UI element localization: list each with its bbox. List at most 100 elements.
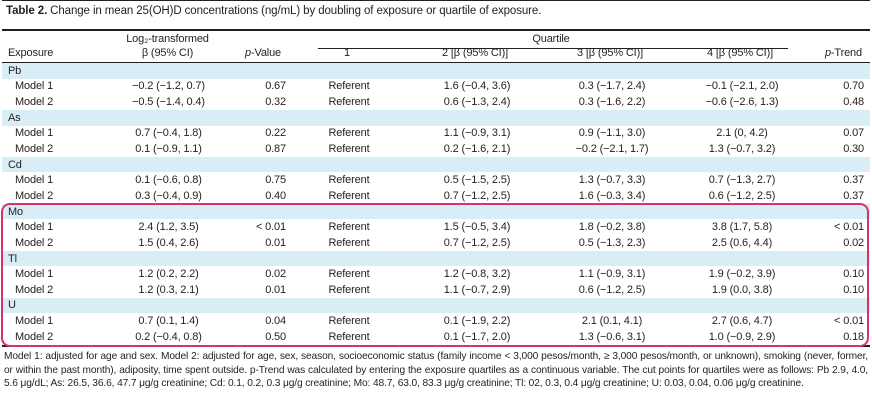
table-row: Model 2 1.5 (0.4, 2.6) 0.01 Referent 0.7… bbox=[2, 235, 870, 251]
model-label: Model 2 bbox=[15, 330, 54, 343]
q3-cell: 1.3 (−0.6, 3.1) bbox=[578, 330, 646, 343]
q4-cell: 0.6 (−1.2, 2.5) bbox=[708, 189, 776, 202]
ptrend-cell: 0.37 bbox=[843, 189, 865, 202]
beta-cell: 0.1 (−0.6, 0.8) bbox=[135, 174, 202, 187]
section-label: Cd bbox=[8, 158, 22, 171]
ptrend-cell: 0.48 bbox=[843, 96, 865, 109]
ptrend-cell: 0.10 bbox=[843, 268, 865, 281]
table-row: Model 1 0.7 (−0.4, 1.8) 0.22 Referent 1.… bbox=[2, 126, 870, 142]
q3-cell: 0.6 (−1.2, 2.5) bbox=[578, 283, 646, 296]
q4-cell: −0.1 (−2.1, 2.0) bbox=[705, 80, 779, 93]
pvalue-cell: < 0.01 bbox=[256, 221, 286, 234]
q1-cell: Referent bbox=[328, 143, 370, 156]
section-label: As bbox=[8, 111, 21, 124]
q2-cell: 1.1 (−0.7, 2.9) bbox=[443, 283, 511, 296]
table-row: Model 1 1.2 (0.2, 2.2) 0.02 Referent 1.2… bbox=[2, 266, 870, 282]
quartile-group-rule bbox=[318, 48, 788, 50]
table-row: Model 2 0.2 (−0.4, 0.8) 0.50 Referent 0.… bbox=[2, 329, 870, 345]
q1-cell: Referent bbox=[328, 221, 370, 234]
ptrend-cell: 0.07 bbox=[843, 127, 865, 140]
q1-cell: Referent bbox=[328, 174, 370, 187]
q4-cell: 1.9 (−0.2, 3.9) bbox=[708, 268, 776, 281]
pvalue-cell: 0.67 bbox=[265, 80, 286, 93]
section-label: Pb bbox=[8, 64, 22, 77]
model-label: Model 2 bbox=[15, 236, 54, 249]
table-row: Model 1 0.1 (−0.6, 0.8) 0.75 Referent 0.… bbox=[2, 172, 870, 188]
section-label: U bbox=[8, 299, 16, 312]
model-label: Model 2 bbox=[15, 283, 54, 296]
beta-cell: 0.7 (−0.4, 1.8) bbox=[135, 127, 202, 140]
section-row-pb: Pb bbox=[2, 63, 871, 79]
q3-cell: 0.9 (−1.1, 3.0) bbox=[578, 127, 646, 140]
q1-cell: Referent bbox=[328, 268, 370, 281]
beta-cell: 0.2 (−0.4, 0.8) bbox=[135, 330, 202, 343]
beta-cell: 0.3 (−0.4, 0.9) bbox=[135, 189, 202, 202]
section-row-tl: Tl bbox=[2, 250, 871, 267]
header-quartile-group: Quartile bbox=[532, 33, 570, 45]
q1-cell: Referent bbox=[328, 236, 370, 249]
beta-cell: −0.5 (−1.4, 0.4) bbox=[132, 96, 205, 109]
section-row-u: U bbox=[2, 297, 871, 314]
model-label: Model 2 bbox=[15, 143, 54, 156]
q4-cell: 1.9 (0.0, 3.8) bbox=[711, 283, 773, 296]
header-p-value: p-Value bbox=[244, 47, 282, 59]
q2-cell: 1.6 (−0.4, 3.6) bbox=[443, 80, 511, 93]
beta-cell: 0.1 (−0.9, 1.1) bbox=[135, 143, 202, 156]
q3-cell: 1.1 (−0.9, 3.1) bbox=[578, 268, 646, 281]
bottom-rule bbox=[2, 345, 870, 347]
table-title: Table 2. Change in mean 25(OH)D concentra… bbox=[6, 5, 866, 17]
q1-cell: Referent bbox=[328, 127, 370, 140]
ptrend-cell: < 0.01 bbox=[834, 315, 865, 328]
ptrend-cell: < 0.01 bbox=[834, 221, 865, 234]
table-row: Model 2 0.1 (−0.9, 1.1) 0.87 Referent 0.… bbox=[2, 141, 870, 157]
header-log2-beta: Log₂-transformed β (95% CI) bbox=[95, 33, 240, 60]
section-row-mo: Mo bbox=[2, 203, 871, 220]
section-row-as: As bbox=[2, 109, 871, 126]
model-label: Model 1 bbox=[15, 127, 54, 140]
header-quartile-3: 3 [β (95% CI)] bbox=[577, 47, 643, 59]
header-p-trend: p-Trend bbox=[824, 47, 862, 59]
section-label: Mo bbox=[8, 205, 23, 218]
q1-cell: Referent bbox=[328, 315, 370, 328]
q1-cell: Referent bbox=[328, 189, 370, 202]
beta-cell: 2.4 (1.2, 3.5) bbox=[138, 221, 199, 234]
beta-cell: 1.2 (0.3, 2.1) bbox=[138, 283, 199, 296]
q2-cell: 1.5 (−0.5, 3.4) bbox=[443, 221, 511, 234]
q3-cell: 2.1 (0.1, 4.1) bbox=[581, 315, 643, 328]
header-quartile-2: 2 [β (95% CI)] bbox=[442, 47, 508, 59]
pvalue-cell: 0.01 bbox=[265, 236, 286, 249]
ptrend-cell: 0.02 bbox=[843, 236, 865, 249]
pvalue-cell: 0.04 bbox=[265, 315, 286, 328]
q2-cell: 0.6 (−1.3, 2.4) bbox=[443, 96, 511, 109]
pvalue-cell: 0.75 bbox=[265, 174, 286, 187]
table-row: Model 2 0.3 (−0.4, 0.9) 0.40 Referent 0.… bbox=[2, 188, 870, 204]
data-table: Pb Model 1 −0.2 (−1.2, 0.7) 0.67 Referen… bbox=[2, 63, 871, 345]
q3-cell: 1.8 (−0.2, 3.8) bbox=[578, 221, 646, 234]
ptrend-cell: 0.70 bbox=[843, 80, 865, 93]
model-label: Model 2 bbox=[15, 189, 54, 202]
q2-cell: 0.1 (−1.7, 2.0) bbox=[443, 330, 511, 343]
q4-cell: 0.7 (−1.3, 2.7) bbox=[708, 174, 776, 187]
q3-cell: 0.3 (−1.7, 2.4) bbox=[578, 80, 646, 93]
model-label: Model 1 bbox=[15, 221, 54, 234]
section-row-cd: Cd bbox=[2, 156, 871, 173]
model-label: Model 1 bbox=[15, 315, 54, 328]
beta-cell: 1.2 (0.2, 2.2) bbox=[138, 268, 199, 281]
q3-cell: −0.2 (−2.1, 1.7) bbox=[575, 143, 649, 156]
q2-cell: 0.5 (−1.5, 2.5) bbox=[443, 174, 511, 187]
q1-cell: Referent bbox=[328, 330, 370, 343]
table-footnote: Model 1: adjusted for age and sex. Model… bbox=[4, 351, 868, 390]
pvalue-cell: 0.22 bbox=[265, 127, 286, 140]
q4-cell: 1.0 (−0.9, 2.9) bbox=[708, 330, 776, 343]
q3-cell: 1.3 (−0.7, 3.3) bbox=[578, 174, 646, 187]
q4-cell: 3.8 (1.7, 5.8) bbox=[711, 221, 773, 234]
pvalue-cell: 0.32 bbox=[265, 96, 286, 109]
model-label: Model 2 bbox=[15, 96, 54, 109]
q3-cell: 1.6 (−0.3, 3.4) bbox=[578, 189, 646, 202]
q2-cell: 0.7 (−1.2, 2.5) bbox=[443, 189, 511, 202]
ptrend-cell: 0.37 bbox=[843, 174, 865, 187]
pvalue-cell: 0.02 bbox=[265, 268, 286, 281]
beta-cell: 0.7 (0.1, 1.4) bbox=[138, 315, 199, 328]
ptrend-cell: 0.30 bbox=[843, 143, 865, 156]
title-rule bbox=[2, 29, 870, 32]
